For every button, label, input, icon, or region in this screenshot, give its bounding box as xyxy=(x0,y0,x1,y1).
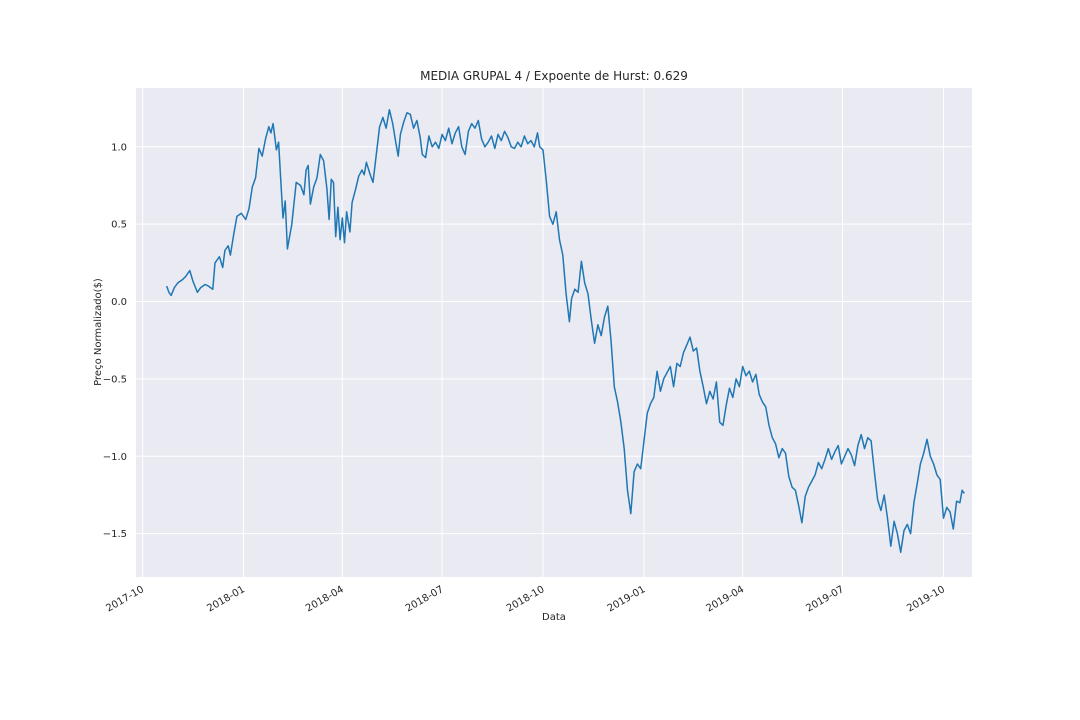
x-tick-label: 2019-10 xyxy=(905,584,947,614)
plot-background xyxy=(136,88,972,577)
x-tick-label: 2017-10 xyxy=(104,584,146,614)
x-tick-label: 2018-10 xyxy=(505,584,547,614)
y-axis-ticks: 1.0 0.5 0.0 −0.5 −1.0 −1.5 xyxy=(103,142,127,540)
chart-title: MEDIA GRUPAL 4 / Expoente de Hurst: 0.62… xyxy=(420,69,688,83)
series-line xyxy=(165,108,965,553)
x-axis-label: Data xyxy=(542,612,566,623)
x-tick-label: 2019-04 xyxy=(705,584,747,614)
x-axis-ticks: 2017-10 2018-01 2018-04 2018-07 2018-10 2019-… xyxy=(104,584,947,614)
x-tick-label: 2018-01 xyxy=(205,584,247,614)
y-tick-label: −1.0 xyxy=(103,452,127,463)
y-tick-label: 0.5 xyxy=(111,220,127,231)
y-tick-label: 0.0 xyxy=(111,297,127,308)
x-tick-label: 2019-01 xyxy=(606,584,648,614)
y-tick-label: −1.5 xyxy=(103,529,127,540)
y-tick-label: 1.0 xyxy=(111,142,127,153)
x-tick-label: 2018-04 xyxy=(304,584,346,614)
x-tick-label: 2019-07 xyxy=(804,584,846,614)
y-tick-label: −0.5 xyxy=(103,374,127,385)
x-tick-label: 2018-07 xyxy=(404,584,446,614)
y-axis-label: Preço Normalizado($) xyxy=(93,278,104,386)
